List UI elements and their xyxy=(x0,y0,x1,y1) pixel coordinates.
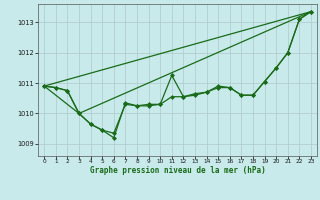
X-axis label: Graphe pression niveau de la mer (hPa): Graphe pression niveau de la mer (hPa) xyxy=(90,166,266,175)
